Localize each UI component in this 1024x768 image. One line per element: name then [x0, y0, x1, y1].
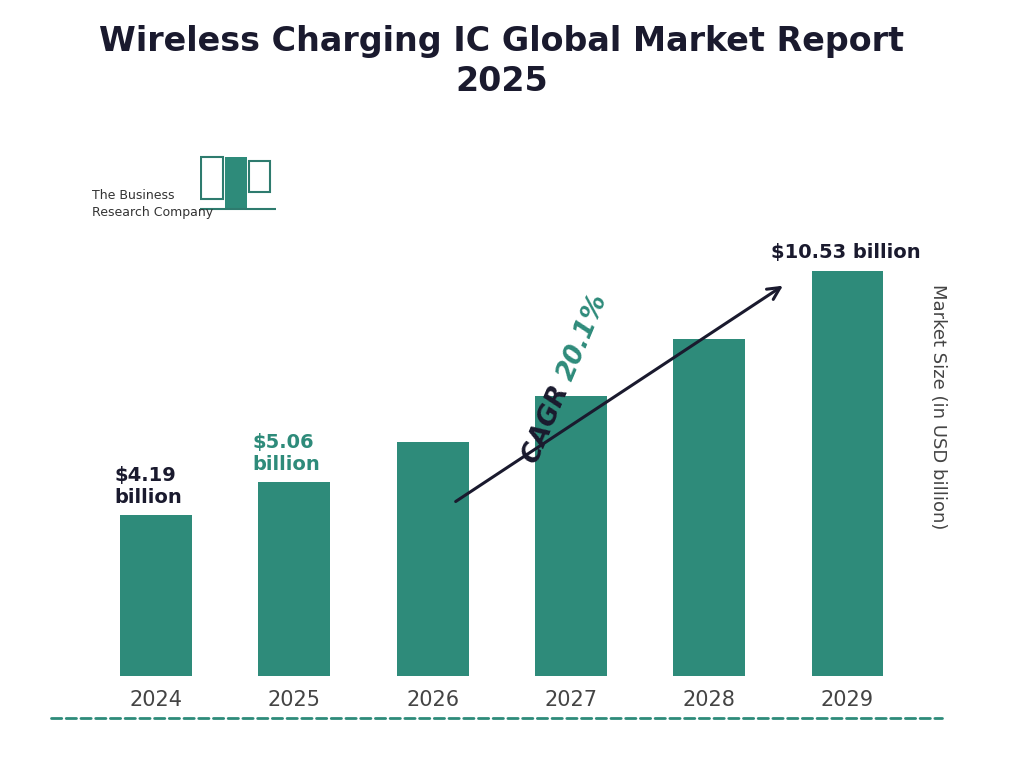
Bar: [812, 272, 884, 676]
Bar: [673, 339, 745, 676]
Bar: [225, 157, 247, 209]
Bar: [535, 396, 607, 676]
Text: Wireless Charging IC Global Market Report
2025: Wireless Charging IC Global Market Repor…: [99, 25, 904, 98]
Text: $4.19
billion: $4.19 billion: [115, 466, 182, 508]
Text: The Business
Research Company: The Business Research Company: [92, 188, 213, 219]
Text: $10.53 billion: $10.53 billion: [771, 243, 921, 262]
Bar: [258, 482, 331, 676]
Bar: [249, 161, 270, 192]
Bar: [201, 157, 223, 199]
Text: 20.1%: 20.1%: [554, 290, 613, 384]
Text: $5.06
billion: $5.06 billion: [253, 433, 321, 474]
Bar: [396, 442, 469, 676]
Y-axis label: Market Size (in USD billion): Market Size (in USD billion): [929, 284, 946, 530]
Text: CAGR: CAGR: [518, 374, 578, 468]
Bar: [120, 515, 191, 676]
